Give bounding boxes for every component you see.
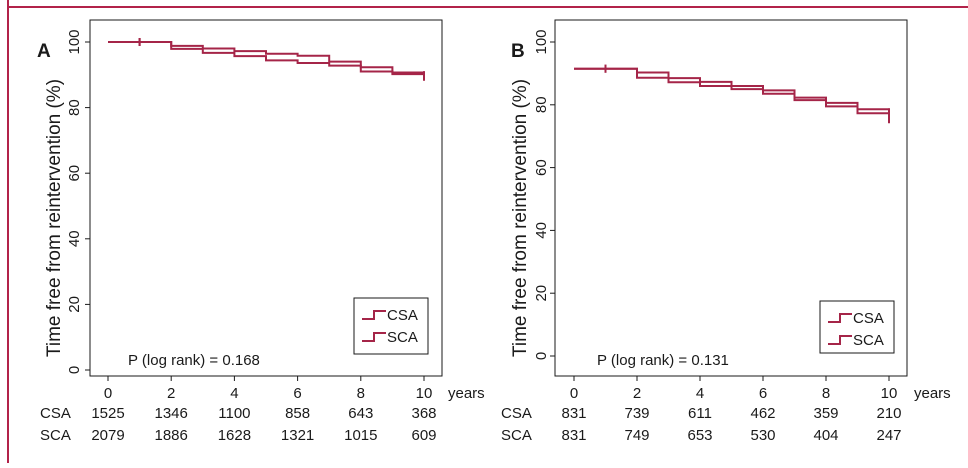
- x-tick-label: 6: [293, 385, 301, 402]
- at-risk-value: 404: [813, 427, 838, 444]
- y-tick-label: 20: [533, 285, 550, 302]
- at-risk-value: 831: [561, 427, 586, 444]
- at-risk-row-label: CSA: [501, 405, 532, 422]
- at-risk-value: 1100: [218, 405, 250, 422]
- at-risk-value: 1628: [218, 427, 251, 444]
- x-tick-label: 0: [104, 385, 112, 402]
- x-tick-label: 6: [759, 385, 767, 402]
- at-risk-value: 749: [624, 427, 649, 444]
- survival-curve-sca: [108, 41, 425, 77]
- survival-curve-sca: [574, 67, 890, 120]
- y-axis-label: Time free from reintervention (%): [510, 79, 531, 357]
- x-axis-unit: years: [448, 385, 485, 402]
- x-tick-label: 8: [822, 385, 830, 402]
- legend-box: [353, 297, 429, 355]
- x-tick-label: 2: [167, 385, 175, 402]
- at-risk-value: 247: [876, 427, 901, 444]
- legend: CSA SCA: [819, 300, 895, 354]
- at-risk-value: 368: [411, 405, 436, 422]
- plot-frame: [554, 19, 908, 377]
- legend-swatch-csa: [828, 313, 852, 323]
- at-risk-value: 653: [687, 427, 712, 444]
- at-risk-value: 1015: [344, 427, 377, 444]
- y-tick-label: 100: [533, 29, 550, 54]
- y-tick-label: 20: [66, 296, 83, 313]
- legend-swatch-sca: [362, 332, 386, 342]
- at-risk-value: 462: [750, 405, 775, 422]
- y-tick-label: 100: [66, 29, 83, 54]
- p-value-annotation: P (log rank) = 0.131: [597, 352, 729, 369]
- at-risk-value: 1525: [91, 405, 124, 422]
- at-risk-value: 530: [750, 427, 775, 444]
- survival-curve-csa: [108, 41, 425, 76]
- legend-label-sca: SCA: [853, 332, 884, 349]
- y-tick-label: 40: [533, 222, 550, 239]
- legend-swatch-sca: [828, 335, 852, 345]
- legend-label-csa: CSA: [853, 310, 884, 327]
- at-risk-row-label: SCA: [501, 427, 532, 444]
- y-tick-label: 60: [66, 165, 83, 182]
- y-tick-label: 60: [533, 159, 550, 176]
- x-tick-label: 10: [416, 385, 433, 402]
- at-risk-value: 359: [813, 405, 838, 422]
- x-tick-label: 10: [881, 385, 898, 402]
- at-risk-value: 831: [561, 405, 586, 422]
- at-risk-value: 2079: [91, 427, 124, 444]
- survival-curve-csa: [574, 67, 890, 113]
- y-tick-label: 0: [66, 366, 83, 374]
- legend-label-csa: CSA: [387, 307, 418, 324]
- legend: CSA SCA: [353, 297, 429, 355]
- at-risk-value: 1346: [155, 405, 188, 422]
- at-risk-value: 210: [876, 405, 901, 422]
- at-risk-value: 1321: [281, 427, 314, 444]
- x-tick-label: 8: [357, 385, 365, 402]
- x-axis-unit: years: [914, 385, 951, 402]
- at-risk-value: 739: [624, 405, 649, 422]
- y-axis-label: Time free from reintervention (%): [44, 79, 65, 357]
- at-risk-value: 643: [348, 405, 373, 422]
- legend-label-sca: SCA: [387, 329, 418, 346]
- at-risk-value: 858: [285, 405, 310, 422]
- y-tick-label: 80: [66, 99, 83, 116]
- legend-swatch-csa: [362, 310, 386, 320]
- y-tick-label: 0: [533, 352, 550, 360]
- at-risk-value: 1886: [155, 427, 188, 444]
- p-value-annotation: P (log rank) = 0.168: [128, 352, 260, 369]
- y-tick-label: 80: [533, 96, 550, 113]
- panel-label: B: [511, 41, 525, 62]
- x-tick-label: 2: [633, 385, 641, 402]
- at-risk-value: 611: [688, 405, 712, 422]
- panel-label: A: [37, 41, 51, 62]
- x-tick-label: 4: [230, 385, 238, 402]
- at-risk-row-label: CSA: [40, 405, 71, 422]
- plot-frame: [89, 19, 443, 377]
- x-tick-label: 0: [570, 385, 578, 402]
- y-tick-label: 40: [66, 230, 83, 247]
- at-risk-row-label: SCA: [40, 427, 71, 444]
- x-tick-label: 4: [696, 385, 704, 402]
- at-risk-value: 609: [411, 427, 436, 444]
